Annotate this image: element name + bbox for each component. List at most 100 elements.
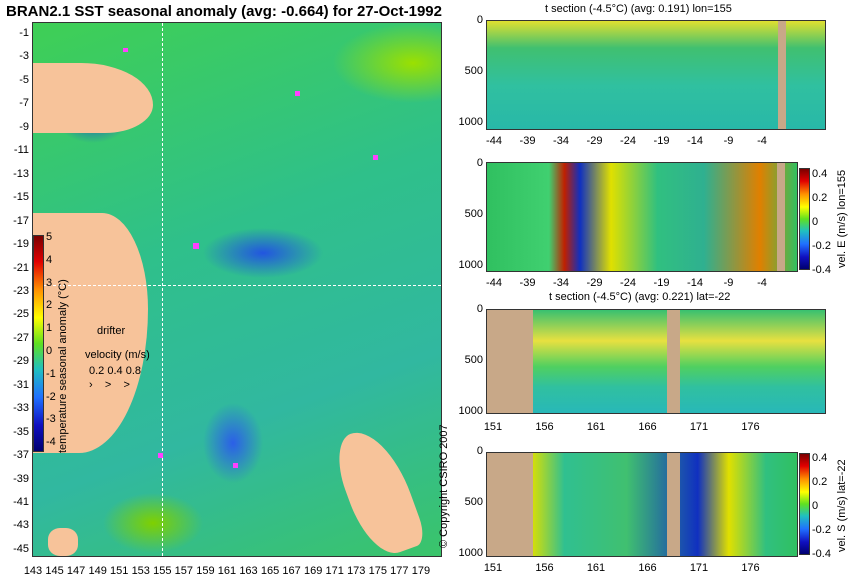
x-tick: 161 — [586, 562, 606, 574]
cbar-tick: -0.2 — [812, 524, 831, 536]
latitude-tick: -23 — [13, 284, 29, 297]
latitude-tick: -9 — [19, 120, 29, 133]
land-mask — [778, 21, 786, 129]
y-tick: 0 — [476, 14, 483, 26]
sst-anomaly-map[interactable]: temperature seasonal anomaly (°C) drifte… — [32, 22, 442, 557]
latitude-tick: -3 — [19, 50, 29, 63]
latitude-tick: -45 — [13, 542, 29, 555]
panel2-cbar-label: vel. E (m/s) lon=155 — [836, 169, 848, 268]
velocity-south-section-panel[interactable] — [486, 452, 798, 557]
longitude-tick: 165 — [260, 565, 280, 577]
panel4-cbar-label: vel. S (m/s) lat=-22 — [836, 459, 848, 552]
land-mask — [667, 310, 680, 413]
y-tick: 1000 — [458, 405, 483, 417]
x-tick: -19 — [653, 277, 670, 289]
temperature-section-lon-panel[interactable] — [486, 20, 826, 130]
longitude-tick: 149 — [88, 565, 107, 577]
land-mask — [667, 453, 680, 556]
x-tick: 171 — [689, 421, 709, 433]
x-tick: -29 — [586, 277, 603, 289]
copyright-notice: © Copyright CSIRO 2007 — [438, 424, 450, 548]
longitude-tick: 143 — [23, 565, 43, 577]
x-tick: 156 — [535, 562, 554, 574]
x-tick: -39 — [519, 277, 536, 289]
x-tick: 171 — [689, 562, 709, 574]
x-tick: -4 — [757, 135, 767, 147]
sst-colorbar — [33, 235, 44, 452]
x-tick: 161 — [586, 421, 606, 433]
new-guinea-land — [33, 63, 153, 133]
y-tick: 1000 — [458, 259, 483, 271]
x-tick: -44 — [486, 135, 502, 147]
latitude-tick: -7 — [19, 97, 29, 110]
colorbar-tick: -1 — [46, 367, 56, 380]
longitude-tick: 151 — [110, 565, 129, 577]
latitude-tick: -13 — [13, 167, 29, 180]
drifter-marker — [373, 155, 378, 160]
latitude-tick: -39 — [13, 472, 29, 485]
x-tick: -44 — [486, 277, 502, 289]
colorbar-tick: -4 — [46, 436, 56, 449]
land-mask — [777, 163, 785, 271]
latitude-tick: -21 — [13, 261, 29, 274]
colorbar-tick: 0 — [46, 345, 53, 357]
longitude-tick: 147 — [66, 565, 86, 577]
drifter-marker — [295, 91, 300, 96]
temperature-section-lat-panel[interactable] — [486, 309, 826, 414]
colorbar-tick: 5 — [46, 231, 53, 243]
longitude-tick: 177 — [390, 565, 409, 577]
x-tick: -14 — [687, 135, 703, 147]
drifter-label: drifter — [97, 325, 126, 337]
latitude-tick: -15 — [13, 191, 29, 204]
drifter-marker — [193, 243, 199, 249]
longitude-tick: 153 — [131, 565, 150, 577]
x-tick: 166 — [638, 421, 657, 433]
longitude-tick: 159 — [196, 565, 215, 577]
cbar-tick: 0 — [812, 500, 819, 512]
x-tick: 151 — [483, 421, 503, 433]
colorbar-tick: -2 — [46, 390, 56, 403]
latitude-tick: -25 — [13, 308, 29, 321]
latitude-tick: -29 — [13, 355, 29, 368]
latitude-tick: -31 — [13, 378, 29, 391]
y-tick: 1000 — [458, 116, 483, 128]
x-tick: 156 — [535, 421, 554, 433]
x-tick: -34 — [553, 135, 569, 147]
latitude-tick: -41 — [13, 496, 29, 508]
x-tick: -9 — [723, 135, 734, 147]
latitude-tick: -1 — [19, 27, 29, 39]
latitude-tick: -37 — [13, 449, 29, 462]
panel1-title: t section (-4.5°C) (avg: 0.191) lon=155 — [545, 3, 732, 15]
colorbar-tick: 1 — [46, 322, 53, 335]
latitude-tick: -35 — [13, 425, 29, 438]
x-tick: -29 — [586, 135, 603, 147]
y-tick: 500 — [464, 496, 483, 508]
longitude-tick: 169 — [303, 565, 323, 577]
velocity-east-colorbar — [799, 168, 810, 270]
land-mask — [487, 310, 533, 413]
velocity-scale-arrows: › > > — [89, 379, 130, 391]
y-tick: 500 — [464, 208, 483, 220]
drifter-marker — [233, 463, 238, 468]
latitude-tick: -5 — [19, 73, 29, 86]
y-tick: 1000 — [458, 547, 483, 559]
main-title: BRAN2.1 SST seasonal anomaly (avg: -0.66… — [6, 3, 442, 20]
x-tick: -24 — [620, 277, 636, 289]
velocity-east-section-panel[interactable] — [486, 162, 798, 272]
cbar-tick: -0.4 — [812, 264, 831, 276]
longitude-tick: 167 — [282, 565, 301, 577]
x-tick: -34 — [553, 277, 569, 289]
y-tick: 500 — [464, 354, 483, 366]
colorbar-tick: 3 — [46, 276, 53, 289]
y-tick: 500 — [464, 65, 483, 77]
y-tick: 0 — [476, 303, 483, 315]
longitude-tick: 173 — [347, 565, 366, 577]
y-tick: 0 — [476, 157, 483, 169]
x-tick: -39 — [519, 135, 536, 147]
latitude-tick: -27 — [13, 331, 29, 344]
y-tick: 0 — [476, 445, 483, 457]
new-zealand-land — [327, 421, 429, 556]
cbar-tick: 0.4 — [812, 168, 828, 180]
latitude-tick: -19 — [13, 238, 29, 251]
colorbar-tick: 4 — [46, 253, 53, 266]
